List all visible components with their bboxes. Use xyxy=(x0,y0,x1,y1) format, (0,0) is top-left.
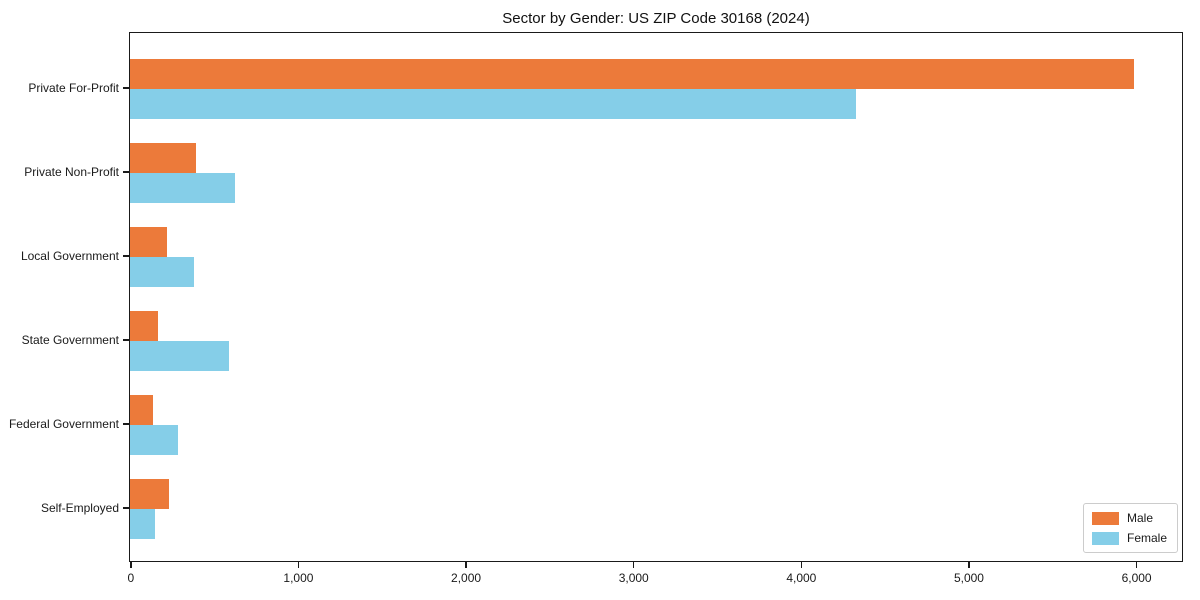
bar-male-4 xyxy=(130,395,153,425)
y-axis-category-label: Private For-Profit xyxy=(28,81,119,95)
legend: Male Female xyxy=(1082,503,1178,553)
y-tick-mark xyxy=(123,255,129,257)
x-axis-tick-label: 0 xyxy=(127,571,135,585)
legend-label: Male xyxy=(1126,511,1153,525)
y-axis-category-label: Local Government xyxy=(20,249,119,263)
bar-male-3 xyxy=(130,311,158,341)
bar-female-1 xyxy=(130,173,235,203)
bar-male-5 xyxy=(130,479,169,509)
x-tick-mark xyxy=(297,562,300,568)
bar-male-1 xyxy=(130,143,196,173)
x-tick-mark xyxy=(130,562,132,568)
x-tick-mark xyxy=(1135,562,1138,568)
x-tick-mark xyxy=(465,562,467,568)
plot-area: Male Female xyxy=(129,32,1183,562)
x-axis-tick-label: 3,000 xyxy=(618,571,649,585)
bar-female-0 xyxy=(130,89,856,119)
x-axis-tick-label: 5,000 xyxy=(953,571,984,585)
y-tick-mark xyxy=(123,171,129,173)
y-tick-mark xyxy=(123,423,129,425)
y-axis-category-label: State Government xyxy=(21,333,119,347)
x-tick-mark xyxy=(632,562,635,568)
y-axis-category-label: Self-Employed xyxy=(40,501,119,515)
bar-male-2 xyxy=(130,227,167,257)
y-axis-category-label: Private Non-Profit xyxy=(24,165,119,179)
y-tick-mark xyxy=(123,87,129,89)
x-axis-tick-label: 4,000 xyxy=(786,571,817,585)
bar-female-3 xyxy=(130,341,229,371)
x-tick-mark xyxy=(800,562,803,568)
x-axis-tick-label: 6,000 xyxy=(1121,571,1152,585)
x-axis-tick-label: 1,000 xyxy=(283,571,314,585)
y-tick-mark xyxy=(123,339,129,341)
bar-female-2 xyxy=(130,257,194,287)
bar-female-4 xyxy=(130,425,178,455)
x-tick-mark xyxy=(968,562,970,568)
y-tick-mark xyxy=(123,507,129,509)
x-axis-tick-label: 2,000 xyxy=(451,571,482,585)
legend-label: Female xyxy=(1126,531,1167,545)
legend-swatch-male xyxy=(1091,511,1119,525)
bar-male-0 xyxy=(130,59,1134,89)
bar-female-5 xyxy=(130,509,155,539)
legend-entry-female: Female xyxy=(1091,531,1167,545)
y-axis-category-label: Federal Government xyxy=(8,417,119,431)
chart-title: Sector by Gender: US ZIP Code 30168 (202… xyxy=(502,10,810,27)
legend-entry-male: Male xyxy=(1091,511,1167,525)
legend-swatch-female xyxy=(1091,531,1119,545)
